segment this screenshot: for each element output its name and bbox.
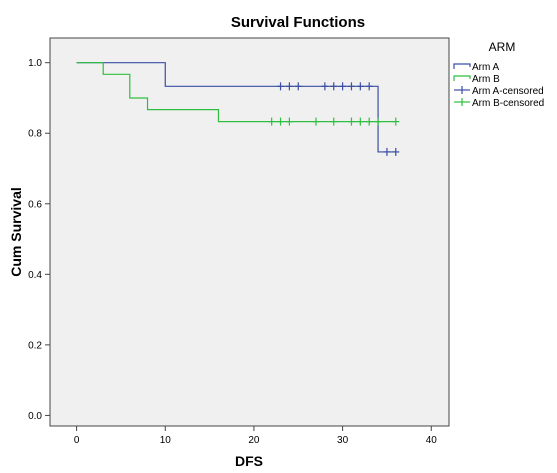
- y-tick-label: 0.4: [28, 270, 42, 281]
- censor-mark-arm-b: [365, 117, 373, 126]
- x-tick-label: 30: [337, 435, 349, 446]
- censor-mark-arm-a: [330, 82, 338, 91]
- legend-entry: Arm B-censored: [454, 98, 544, 109]
- y-tick-label: 0.0: [28, 411, 42, 422]
- x-tick-label: 20: [248, 435, 260, 446]
- x-tick-label: 10: [160, 435, 172, 446]
- legend-title: ARM: [489, 40, 516, 54]
- legend-entry: Arm B: [453, 74, 500, 85]
- legend-entry: Arm A-censored: [454, 86, 544, 97]
- chart-title: Survival Functions: [231, 14, 365, 31]
- series-line-arm-a: [76, 62, 396, 153]
- censor-mark-arm-a: [347, 82, 355, 91]
- censor-mark-arm-b: [312, 117, 320, 126]
- censor-mark-arm-b: [330, 117, 338, 126]
- y-tick-label: 0.8: [28, 129, 42, 140]
- censor-mark-arm-a: [321, 82, 329, 91]
- censor-mark-arm-a: [277, 82, 285, 91]
- x-tick-label: 40: [426, 435, 438, 446]
- legend-label: Arm A: [472, 62, 500, 73]
- legend-line-swatch: [453, 75, 471, 81]
- legend-label: Arm B: [472, 74, 500, 85]
- y-axis-label: Cum Survival: [8, 187, 24, 276]
- axes: 0 10 20 30 40 0.0 0.2 0.4 0.6 0.8 1.0: [28, 58, 437, 446]
- censor-mark-arm-b: [356, 117, 364, 126]
- censor-mark-arm-b: [277, 117, 285, 126]
- censor-mark-arm-a: [339, 82, 347, 91]
- censor-mark-arm-b: [347, 117, 355, 126]
- series-line-arm-b: [76, 62, 396, 123]
- censor-mark-arm-a: [392, 147, 400, 156]
- censor-mark-arm-a: [356, 82, 364, 91]
- x-tick-label: 0: [74, 435, 80, 446]
- legend-entry: Arm A: [453, 62, 500, 73]
- censor-mark-arm-b: [374, 117, 382, 126]
- series-layer: [76, 62, 400, 156]
- censor-mark-arm-a: [365, 82, 373, 91]
- censor-mark-arm-a: [285, 82, 293, 91]
- censor-mark-arm-b: [392, 117, 400, 126]
- legend-line-swatch: [453, 63, 471, 69]
- plot-area: [49, 37, 450, 427]
- x-axis-label: DFS: [235, 453, 263, 469]
- censor-mark-arm-b: [285, 117, 293, 126]
- censor-mark-arm-a: [294, 82, 302, 91]
- censor-mark-arm-b: [268, 117, 276, 126]
- y-tick-label: 0.6: [28, 199, 42, 210]
- censor-mark-arm-a: [383, 147, 391, 156]
- legend-label: Arm A-censored: [472, 86, 544, 97]
- legend-label: Arm B-censored: [472, 98, 544, 109]
- y-tick-label: 0.2: [28, 340, 42, 351]
- y-tick-label: 1.0: [28, 58, 42, 69]
